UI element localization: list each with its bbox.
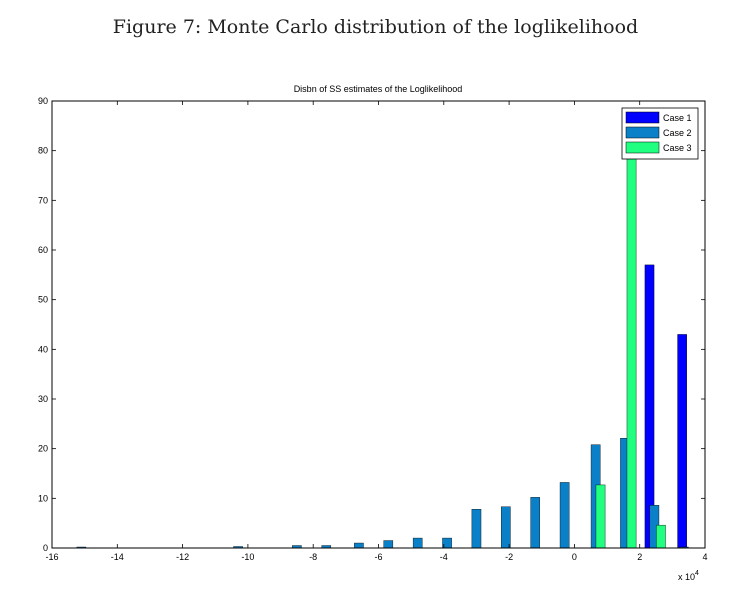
x-tick-label: 2 [637, 552, 642, 562]
x-tick-label: -12 [176, 552, 189, 562]
bar-case-2 [471, 509, 482, 549]
bar-case-3 [595, 484, 606, 549]
legend-label: Case 3 [663, 143, 692, 153]
figure-caption: Figure 7: Monte Carlo distribution of th… [112, 16, 639, 38]
y-tick-label: 80 [38, 146, 48, 156]
bar-case-3 [626, 140, 637, 549]
y-tick-label: 20 [38, 444, 48, 454]
axes-box [51, 100, 706, 549]
x-tick-label: 4 [702, 552, 707, 562]
x-tick-label: -10 [241, 552, 254, 562]
bar-case-2 [559, 482, 570, 549]
y-tick-label: 10 [38, 493, 48, 503]
y-tick-label: 0 [43, 543, 48, 553]
bars-group [76, 140, 689, 549]
y-tick-label: 60 [38, 245, 48, 255]
legend-swatch [625, 141, 660, 154]
y-tick-label: 90 [38, 96, 48, 106]
x-tick-label: 0 [572, 552, 577, 562]
x-tick-label: -2 [505, 552, 513, 562]
y-tick-label: 50 [38, 295, 48, 305]
chart-title: Disbn of SS estimates of the Loglikeliho… [294, 84, 463, 94]
bar-case-2 [383, 540, 394, 549]
x-multiplier-base: x 10 [678, 572, 695, 582]
x-tick-label: -14 [111, 552, 124, 562]
bar-case-2 [412, 537, 423, 549]
y-tick-label: 30 [38, 394, 48, 404]
x-tick-label: -16 [45, 552, 58, 562]
legend-label: Case 2 [663, 128, 692, 138]
y-tick-label: 40 [38, 344, 48, 354]
ticks-group: -16 -14 -12 -10 -8 -6 -4 -2 0 2 401020304050607080… [38, 96, 708, 562]
y-tick-label: 70 [38, 195, 48, 205]
legend-label: Case 1 [663, 113, 692, 123]
bar-case-1 [677, 334, 687, 549]
x-tick-label: -6 [374, 552, 382, 562]
bar-case-2 [501, 506, 511, 549]
bar-case-2 [354, 542, 364, 549]
bar-case-3 [656, 524, 666, 549]
legend: Case 1 Case 2 Case 3 [621, 107, 699, 160]
x-multiplier: x 104 [678, 570, 699, 582]
x-multiplier-exp: 4 [695, 570, 699, 577]
bar-case-2 [530, 497, 540, 549]
legend-swatch [625, 126, 660, 139]
x-tick-label: -4 [440, 552, 448, 562]
legend-swatch [625, 111, 660, 124]
x-tick-label: -8 [309, 552, 317, 562]
